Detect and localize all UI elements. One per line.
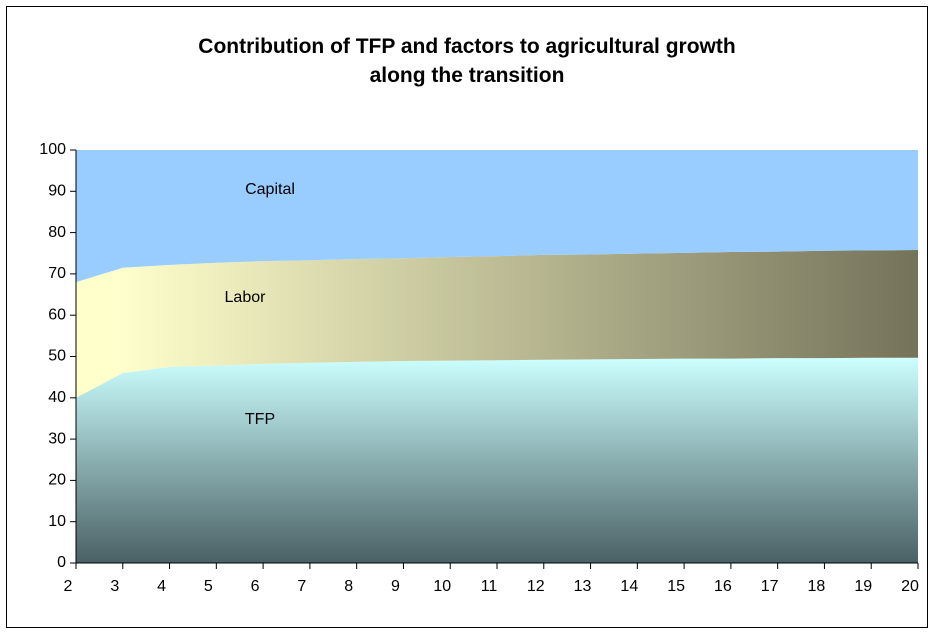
x-tick-label: 15 bbox=[667, 578, 685, 595]
series-label: Capital bbox=[245, 181, 295, 198]
y-tick-label: 0 bbox=[57, 554, 66, 571]
y-tick-label: 50 bbox=[48, 348, 66, 365]
y-tick-label: 80 bbox=[48, 224, 66, 241]
x-tick-label: 2 bbox=[64, 578, 73, 595]
y-tick-label: 20 bbox=[48, 472, 66, 489]
title-text: Contribution of TFP and factors to agric… bbox=[198, 35, 736, 87]
y-tick-label: 40 bbox=[48, 389, 66, 406]
x-tick-label: 17 bbox=[761, 578, 779, 595]
x-tick-label: 18 bbox=[808, 578, 826, 595]
chart-title: Contribution of TFP and factors to agric… bbox=[117, 32, 817, 90]
frame bbox=[6, 6, 928, 628]
x-tick-label: 9 bbox=[391, 578, 400, 595]
x-tick-label: 3 bbox=[110, 578, 119, 595]
y-tick-label: 60 bbox=[48, 306, 66, 323]
x-tick-label: 11 bbox=[481, 578, 498, 595]
x-tick-label: 10 bbox=[433, 578, 451, 595]
y-tick-label: 100 bbox=[39, 141, 66, 158]
area bbox=[76, 357, 918, 563]
x-tick-label: 13 bbox=[574, 578, 592, 595]
y-tick-label: 10 bbox=[48, 513, 66, 530]
y-tick-label: 90 bbox=[48, 183, 66, 200]
x-tick-label: 5 bbox=[204, 578, 213, 595]
series-label: Labor bbox=[225, 289, 267, 306]
series-label: TFP bbox=[245, 411, 275, 428]
y-tick-label: 70 bbox=[48, 265, 66, 282]
x-tick-label: 16 bbox=[714, 578, 732, 595]
x-tick-label: 4 bbox=[157, 578, 166, 595]
y-tick-label: 30 bbox=[48, 430, 66, 447]
x-tick-label: 12 bbox=[527, 578, 545, 595]
area bbox=[76, 249, 918, 398]
area bbox=[76, 150, 918, 283]
x-tick-label: 6 bbox=[251, 578, 260, 595]
x-tick-label: 7 bbox=[297, 578, 306, 595]
x-tick-label: 19 bbox=[854, 578, 872, 595]
x-tick-label: 20 bbox=[901, 578, 919, 595]
x-tick-label: 8 bbox=[344, 578, 353, 595]
x-tick-label: 14 bbox=[620, 578, 638, 595]
